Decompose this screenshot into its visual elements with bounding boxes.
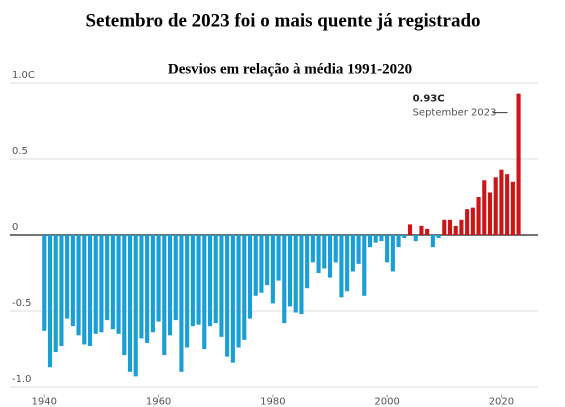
- bar: [402, 235, 407, 239]
- bar: [122, 235, 127, 356]
- bar: [127, 235, 133, 372]
- x-tick-label: 1980: [260, 397, 285, 407]
- bar: [236, 235, 241, 348]
- y-tick-label: 1.0C: [12, 70, 35, 81]
- bar: [65, 235, 70, 319]
- bar: [213, 235, 218, 324]
- bar: [493, 177, 498, 235]
- y-tick-label: -0.5: [12, 298, 32, 309]
- bar: [413, 235, 418, 242]
- bar: [482, 180, 487, 235]
- bar: [219, 235, 224, 337]
- bar: [407, 224, 413, 235]
- bar: [70, 235, 75, 327]
- bar: [310, 235, 315, 263]
- bar: [333, 235, 338, 263]
- bar: [230, 235, 235, 363]
- chart-subtitle: Desvios em relação à média 1991-2020: [168, 61, 412, 77]
- bar: [299, 235, 304, 315]
- x-tick-label: 2000: [374, 397, 399, 407]
- y-tick-label: 0.5: [12, 146, 28, 157]
- y-tick-label: -1.0: [12, 374, 32, 385]
- bar: [265, 235, 270, 286]
- bar: [447, 219, 453, 235]
- bar: [99, 235, 104, 333]
- bar: [162, 235, 167, 356]
- bar: [339, 235, 344, 298]
- bar: [276, 235, 281, 281]
- bar: [167, 235, 173, 336]
- bar: [499, 169, 504, 235]
- bar: [442, 219, 447, 235]
- bar: [93, 235, 98, 334]
- bar: [185, 235, 190, 348]
- bar: [322, 235, 327, 269]
- bar: [270, 235, 275, 304]
- bar: [133, 235, 138, 377]
- bar: [179, 235, 184, 372]
- bar: [259, 235, 264, 293]
- bar: [253, 235, 258, 296]
- bar: [145, 235, 150, 343]
- bar: [207, 235, 213, 327]
- bar: [459, 219, 464, 235]
- bar: [305, 235, 310, 289]
- bar: [156, 235, 161, 322]
- bar: [225, 235, 230, 357]
- bar: [293, 235, 298, 313]
- bar: [419, 225, 424, 235]
- bar: [436, 235, 441, 239]
- bar: [150, 235, 155, 333]
- bar: [356, 235, 361, 264]
- bar: [105, 235, 110, 321]
- bar: [453, 225, 458, 235]
- bar: [350, 235, 355, 272]
- bar: [430, 235, 435, 248]
- bar: [202, 235, 207, 349]
- bar: [510, 181, 515, 235]
- bar: [390, 235, 395, 272]
- bar: [242, 235, 247, 340]
- x-tick-label: 1960: [146, 397, 171, 407]
- bar: [379, 235, 384, 242]
- bar: [516, 93, 521, 235]
- annotation-text: September 2023: [413, 108, 497, 119]
- bar: [87, 235, 93, 346]
- bar: [425, 228, 430, 235]
- bar: [110, 235, 115, 330]
- bar: [470, 207, 475, 235]
- bar: [345, 235, 350, 292]
- bar: [59, 235, 64, 346]
- bar: [316, 235, 321, 273]
- bar: [42, 235, 47, 331]
- bar: [173, 235, 178, 321]
- bar: [82, 235, 87, 345]
- bar: [287, 235, 293, 307]
- y-tick-label: 0: [12, 222, 18, 233]
- bar: [373, 235, 378, 243]
- bar: [476, 197, 481, 235]
- x-tick-label: 1940: [32, 397, 57, 407]
- x-tick-label: 2020: [489, 397, 514, 407]
- chart-title: Setembro de 2023 foi o mais quente já re…: [85, 10, 480, 31]
- bar: [53, 235, 58, 353]
- bar: [487, 192, 493, 235]
- bar: [190, 235, 195, 327]
- bar: [196, 235, 201, 325]
- bar: [465, 209, 470, 235]
- bar: [116, 235, 121, 334]
- bar: [139, 235, 144, 339]
- bar: [47, 235, 53, 368]
- bar: [362, 235, 367, 296]
- bar: [282, 235, 287, 324]
- bar: [327, 235, 333, 278]
- bar: [76, 235, 81, 336]
- bar: [396, 235, 401, 248]
- bar: [367, 235, 373, 248]
- bar: [247, 235, 253, 319]
- bar: [385, 235, 390, 263]
- annotation-value: 0.93C: [413, 94, 445, 105]
- bar: [505, 174, 510, 235]
